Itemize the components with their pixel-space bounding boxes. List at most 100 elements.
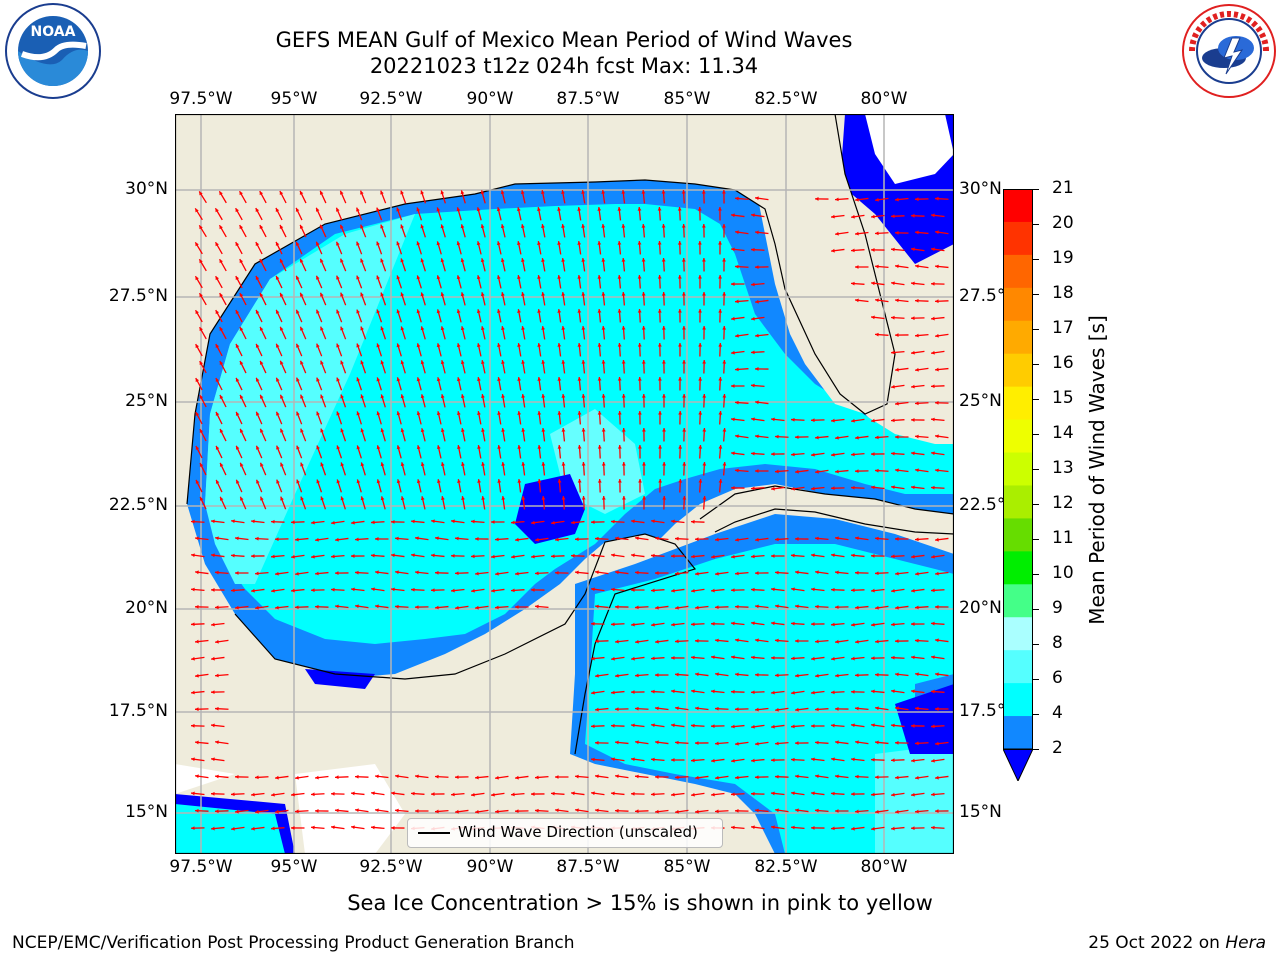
colorbar-tick-mark bbox=[1033, 538, 1039, 540]
wind-arrow bbox=[517, 309, 522, 323]
wind-arrow bbox=[577, 342, 582, 357]
wind-arrow bbox=[690, 519, 705, 524]
wind-arrow bbox=[910, 485, 925, 490]
wind-arrow bbox=[637, 206, 642, 221]
wind-arrow bbox=[414, 774, 429, 779]
wind-arrow bbox=[670, 656, 685, 660]
deep-blue-patch-3 bbox=[895, 684, 954, 754]
wind-arrow bbox=[910, 723, 925, 728]
wind-arrow bbox=[420, 394, 426, 408]
wind-arrow bbox=[834, 639, 849, 644]
wind-arrow bbox=[356, 241, 363, 255]
wind-arrow bbox=[681, 291, 686, 306]
wind-arrow bbox=[894, 672, 909, 677]
wind-arrow bbox=[290, 826, 305, 830]
wind-arrow bbox=[194, 536, 209, 541]
wind-arrow bbox=[621, 359, 626, 374]
wind-arrow bbox=[537, 275, 542, 289]
wind-arrow bbox=[870, 452, 885, 456]
wind-arrow bbox=[334, 571, 349, 576]
wind-arrow bbox=[400, 224, 407, 238]
wind-arrow bbox=[657, 206, 662, 221]
wind-arrow bbox=[494, 571, 509, 576]
wind-arrow bbox=[594, 673, 609, 678]
wind-arrow bbox=[774, 774, 789, 779]
wind-arrow bbox=[854, 774, 869, 779]
wind-arrow bbox=[894, 197, 909, 202]
wind-arrow bbox=[934, 264, 949, 269]
wind-arrow bbox=[722, 393, 727, 408]
wind-arrow bbox=[601, 291, 606, 306]
wind-arrow bbox=[235, 207, 243, 221]
wind-arrow bbox=[199, 394, 207, 408]
wind-arrow bbox=[450, 519, 465, 524]
wind-arrow bbox=[238, 190, 247, 204]
wind-arrow bbox=[854, 740, 869, 745]
wind-arrow bbox=[934, 400, 949, 405]
wind-arrow bbox=[734, 672, 749, 677]
wind-arrow bbox=[550, 791, 565, 796]
lat-label-left: 20°N bbox=[125, 598, 168, 618]
wind-arrow bbox=[934, 230, 949, 235]
wind-arrow bbox=[494, 605, 509, 610]
wind-arrow bbox=[339, 258, 347, 272]
wind-arrow bbox=[794, 639, 809, 643]
wind-arrow bbox=[456, 343, 462, 357]
wind-arrow bbox=[190, 791, 205, 796]
wind-arrow bbox=[380, 462, 386, 476]
wind-arrow bbox=[730, 655, 745, 660]
wind-arrow bbox=[794, 604, 809, 609]
wind-arrow bbox=[356, 343, 363, 357]
wind-arrow bbox=[597, 274, 602, 289]
wind-arrow bbox=[830, 587, 845, 592]
wind-arrow bbox=[420, 224, 427, 238]
wind-arrow bbox=[460, 190, 466, 204]
wind-arrow bbox=[336, 411, 343, 425]
wind-arrow bbox=[630, 757, 645, 762]
wind-arrow bbox=[658, 478, 663, 493]
wind-arrow bbox=[617, 444, 622, 459]
wind-arrow bbox=[870, 588, 885, 593]
wind-arrow bbox=[517, 377, 522, 391]
wind-arrow bbox=[621, 461, 626, 476]
wind-arrow bbox=[894, 605, 909, 610]
wind-arrow bbox=[630, 791, 645, 796]
wind-arrow bbox=[890, 554, 905, 559]
wind-arrow bbox=[436, 445, 442, 459]
wind-arrow bbox=[230, 588, 245, 593]
wind-arrow bbox=[710, 758, 725, 763]
wind-arrow bbox=[770, 554, 785, 558]
wind-arrow bbox=[541, 224, 546, 238]
wind-arrow bbox=[294, 775, 309, 780]
wind-arrow bbox=[360, 360, 367, 374]
wind-arrow bbox=[501, 394, 506, 408]
wind-arrow bbox=[259, 394, 267, 408]
wind-arrow bbox=[510, 554, 525, 559]
wind-arrow bbox=[634, 536, 649, 541]
wind-arrow bbox=[690, 792, 705, 797]
wind-arrow bbox=[934, 638, 949, 643]
wind-arrow bbox=[830, 418, 845, 423]
noaa-logo-text: NOAA bbox=[31, 24, 76, 40]
wind-arrow bbox=[370, 587, 385, 592]
wind-arrow bbox=[590, 757, 605, 762]
wind-arrow bbox=[854, 469, 869, 474]
wind-arrow bbox=[356, 309, 363, 323]
wind-arrow bbox=[610, 656, 625, 661]
wind-arrow bbox=[230, 553, 245, 558]
wind-arrow bbox=[295, 275, 303, 289]
wind-arrow bbox=[710, 554, 725, 559]
wind-arrow bbox=[790, 452, 805, 457]
wind-arrow bbox=[734, 775, 749, 780]
lon-label-bottom: 87.5°W bbox=[556, 857, 620, 877]
wind-arrow bbox=[574, 808, 589, 813]
wind-arrow bbox=[501, 428, 506, 442]
colorbar-tick-label: 6 bbox=[1052, 668, 1063, 688]
wind-arrow bbox=[350, 587, 365, 592]
colorbar-segment bbox=[1003, 584, 1033, 618]
wind-arrow bbox=[520, 224, 526, 238]
wind-arrow bbox=[396, 241, 403, 255]
wind-arrow bbox=[250, 554, 265, 558]
wind-arrow bbox=[541, 393, 546, 408]
wind-arrow bbox=[294, 809, 309, 814]
